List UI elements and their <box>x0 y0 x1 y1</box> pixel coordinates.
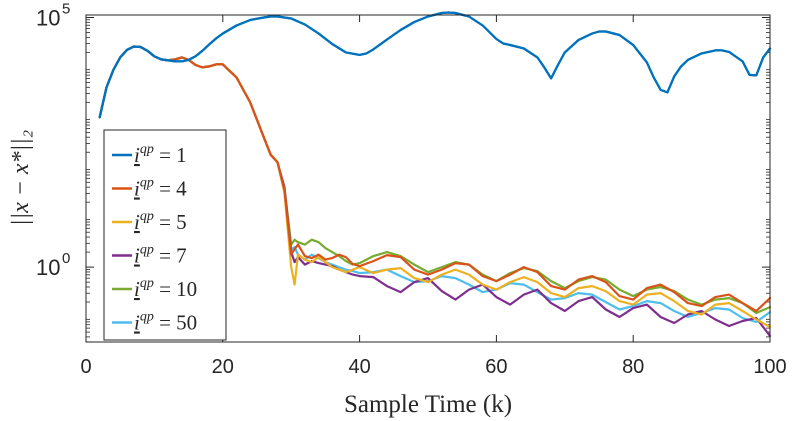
legend-item: iqp = 50 <box>112 310 197 335</box>
legend-label-superscript: qp <box>140 243 154 258</box>
legend-label: iqp = 7 <box>134 243 187 268</box>
y-tick-label: 10 5 <box>36 0 70 30</box>
legend-box <box>103 129 227 341</box>
series-line-4 <box>98 45 772 313</box>
x-tick-label: 80 <box>622 356 644 378</box>
legend-label-value: = 50 <box>154 311 197 335</box>
x-tick-label: 60 <box>485 356 507 378</box>
legend-label-prefix: i <box>134 177 140 201</box>
legend-label-prefix: i <box>134 277 140 301</box>
x-tick-label: 20 <box>212 356 234 378</box>
series-layer <box>98 11 772 338</box>
legend-label-prefix: i <box>134 210 140 234</box>
legend-label-value: = 1 <box>154 143 187 167</box>
legend-label-prefix: i <box>134 244 140 268</box>
legend-label: iqp = 10 <box>134 276 197 301</box>
legend-label-value: = 5 <box>154 210 187 234</box>
legend-label-superscript: qp <box>140 176 154 191</box>
legend-item: iqp = 10 <box>112 276 197 301</box>
legend-label: iqp = 50 <box>134 310 197 335</box>
legend-item: iqp = 4 <box>112 176 187 201</box>
y-axis-ticks: 10 010 5 <box>36 0 770 280</box>
x-tick-label: 40 <box>348 356 370 378</box>
legend-label-superscript: qp <box>140 142 154 157</box>
x-axis-ticks: 0 20 40 60 80 100 <box>80 15 787 378</box>
y-tick-label: 10 0 <box>36 250 70 280</box>
legend-item: iqp = 1 <box>112 142 187 167</box>
y-tick-label-base: 10 <box>36 255 60 280</box>
legend-label-prefix: i <box>134 143 140 167</box>
x-axis-label: Sample Time (k) <box>344 391 512 418</box>
plot-frame <box>85 14 771 343</box>
x-tick-label: 0 <box>80 356 91 378</box>
legend-label: iqp = 1 <box>134 142 187 167</box>
legend-label-superscript: qp <box>140 310 154 325</box>
legend-label-value: = 7 <box>154 244 187 268</box>
legend-label-prefix: i <box>134 311 140 335</box>
y-axis-label: ||x − x*||₂ <box>8 130 34 226</box>
legend-label-superscript: qp <box>140 276 154 291</box>
y-minor-ticks <box>86 19 770 338</box>
x-tick-label: 100 <box>753 356 786 378</box>
legend-label: iqp = 4 <box>134 176 187 201</box>
legend-label-value: = 4 <box>154 177 187 201</box>
y-tick-label-exponent: 5 <box>62 0 70 17</box>
legend-item: iqp = 5 <box>112 209 187 234</box>
y-tick-label-exponent: 0 <box>62 250 70 267</box>
legend-label-value: = 10 <box>154 277 197 301</box>
legend-item: iqp = 7 <box>112 243 187 268</box>
legend-label: iqp = 5 <box>134 209 187 234</box>
y-tick-label-base: 10 <box>36 5 60 30</box>
legend-label-superscript: qp <box>140 209 154 224</box>
